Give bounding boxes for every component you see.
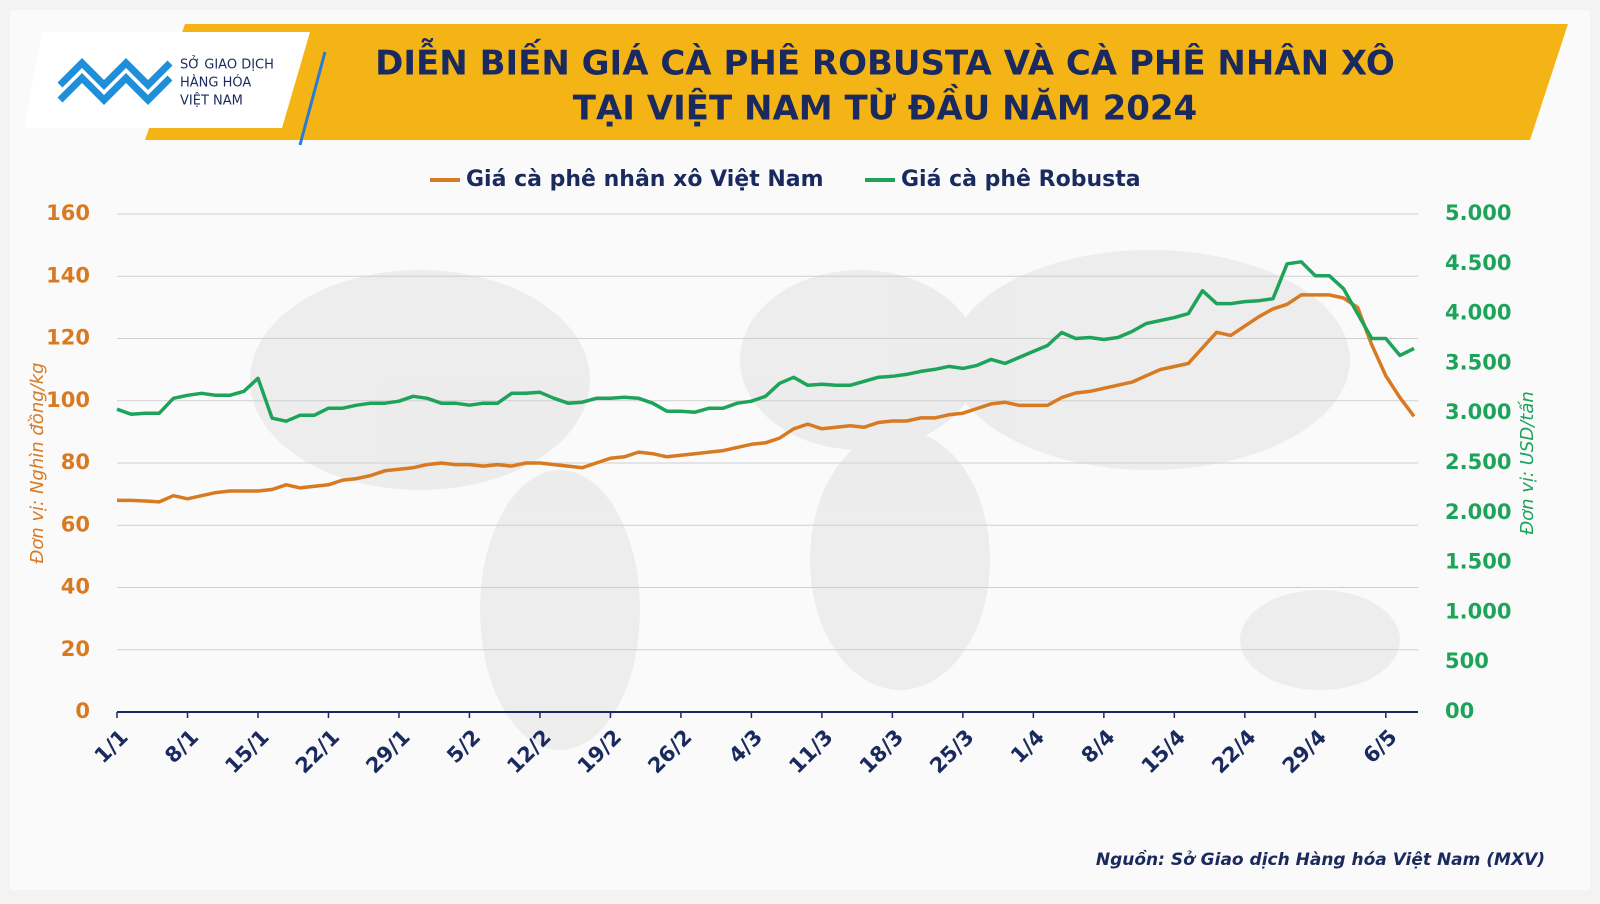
logo-stroke: [298, 51, 327, 146]
title-banner: [145, 24, 1568, 140]
y2-tick-label: 3.000: [1445, 400, 1511, 424]
y-tick-label: 100: [46, 388, 90, 412]
chart-title: TẠI VIỆT NAM TỪ ĐẦU NĂM 2024: [573, 84, 1197, 129]
y-tick-label: 40: [61, 575, 90, 599]
series-line: [117, 293, 1416, 504]
y-tick-label: 20: [61, 637, 90, 661]
y2-tick-label: 4.500: [1445, 251, 1511, 275]
y-tick-label: 120: [46, 326, 90, 350]
logo-text: HÀNG HÓA: [180, 75, 251, 91]
legend-label: Giá cà phê nhân xô Việt Nam: [466, 167, 824, 192]
y-tick-label: 160: [46, 201, 90, 225]
y2-tick-label: 5.000: [1445, 201, 1511, 225]
y-tick-label: 80: [61, 450, 90, 474]
logo-text: VIỆT NAM: [180, 93, 243, 109]
y-tick-label: 140: [46, 263, 90, 287]
series-line: [116, 260, 1415, 423]
y2-tick-label: 500: [1445, 649, 1489, 673]
y2-tick-label: 3.500: [1445, 350, 1511, 374]
y2-axis-label: Đơn vị: USD/tấn: [1517, 391, 1538, 535]
map-background: [250, 250, 1400, 750]
chart-title: DIỄN BIẾN GIÁ CÀ PHÊ ROBUSTA VÀ CÀ PHÊ N…: [375, 39, 1395, 84]
source: Nguồn: Sở Giao dịch Hàng hóa Việt Nam (M…: [1096, 849, 1545, 870]
y2-tick-label: 1.500: [1445, 550, 1511, 574]
y-tick-label: 60: [61, 512, 90, 536]
legend-label: Giá cà phê Robusta: [901, 167, 1141, 192]
y2-tick-label: 1.000: [1445, 599, 1511, 623]
y2-tick-label: 2.500: [1445, 450, 1511, 474]
logo-text: SỞ GIAO DỊCH: [180, 56, 274, 73]
y-axis-label: Đơn vị: Nghìn đồng/kg: [27, 362, 48, 563]
y2-tick-label: 00: [1445, 699, 1474, 723]
y-tick-label: 0: [75, 699, 90, 723]
y2-tick-label: 4.000: [1445, 301, 1511, 325]
y2-tick-label: 2.000: [1445, 500, 1511, 524]
card: [10, 10, 1590, 890]
logo-mark: [57, 58, 173, 105]
